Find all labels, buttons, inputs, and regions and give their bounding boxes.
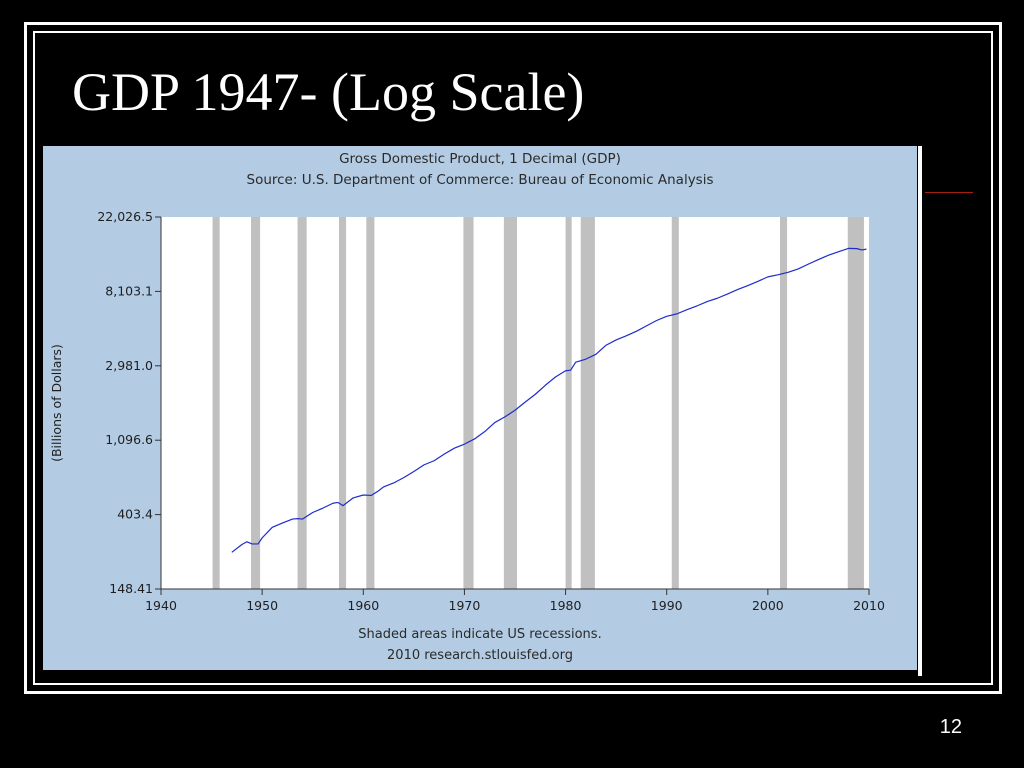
y-axis-label: (Billions of Dollars) bbox=[49, 344, 64, 462]
chart-title: Gross Domestic Product, 1 Decimal (GDP) bbox=[339, 151, 621, 167]
chart-subtitle: Source: U.S. Department of Commerce: Bur… bbox=[246, 172, 714, 188]
image-edge-strip bbox=[918, 146, 922, 676]
slide-title: GDP 1947- (Log Scale) bbox=[72, 62, 585, 122]
recession-bands bbox=[212, 217, 864, 589]
slide-inner-border bbox=[33, 31, 993, 685]
x-tick-label-2: 1960 bbox=[347, 598, 379, 613]
chart-note-source: 2010 research.stlouisfed.org bbox=[387, 648, 573, 663]
y-tick-label-4: 8,103.1 bbox=[105, 283, 153, 298]
accent-line bbox=[925, 192, 973, 193]
y-tick-label-1: 403.4 bbox=[117, 507, 153, 522]
chart-note-recessions: Shaded areas indicate US recessions. bbox=[358, 627, 602, 642]
recession-band-3 bbox=[339, 217, 347, 589]
x-tick-label-5: 1990 bbox=[651, 598, 683, 613]
series-line-0 bbox=[231, 247, 867, 553]
recession-band-4 bbox=[366, 217, 375, 589]
x-tick-label-1: 1950 bbox=[246, 598, 278, 613]
y-tick-label-3: 2,981.0 bbox=[105, 358, 153, 373]
recession-band-7 bbox=[565, 217, 572, 589]
x-tick-label-3: 1970 bbox=[449, 598, 481, 613]
x-tick-label-6: 2000 bbox=[752, 598, 784, 613]
recession-band-8 bbox=[580, 217, 595, 589]
y-tick-label-2: 1,096.6 bbox=[105, 432, 153, 447]
recession-band-10 bbox=[779, 217, 788, 589]
y-axis-ticks: 148.41 403.4 1,096.6 2,981.0 8,103.1 22,026.5 bbox=[97, 209, 161, 596]
x-axis-ticks: 1940 1950 1960 1970 1980 1990 2000 2010 bbox=[145, 589, 885, 613]
recession-band-6 bbox=[503, 217, 518, 589]
chart-plot-svg: 148.41 403.4 1,096.6 2,981.0 8,103.1 22,026.5… bbox=[49, 209, 885, 613]
x-tick-label-7: 2010 bbox=[853, 598, 885, 613]
y-tick-label-0: 148.41 bbox=[109, 581, 153, 596]
series-lines bbox=[231, 247, 867, 553]
recession-band-2 bbox=[297, 217, 307, 589]
x-tick-label-4: 1980 bbox=[550, 598, 582, 613]
recession-band-11 bbox=[847, 217, 864, 589]
recession-band-0 bbox=[212, 217, 220, 589]
slide-outer-border bbox=[24, 22, 1002, 694]
y-tick-label-5: 22,026.5 bbox=[97, 209, 153, 224]
recession-band-9 bbox=[671, 217, 679, 589]
gdp-chart-image: Gross Domestic Product, 1 Decimal (GDP) … bbox=[43, 146, 917, 670]
x-tick-label-0: 1940 bbox=[145, 598, 177, 613]
recession-band-5 bbox=[463, 217, 474, 589]
recession-band-1 bbox=[251, 217, 261, 589]
page-number: 12 bbox=[939, 716, 962, 738]
